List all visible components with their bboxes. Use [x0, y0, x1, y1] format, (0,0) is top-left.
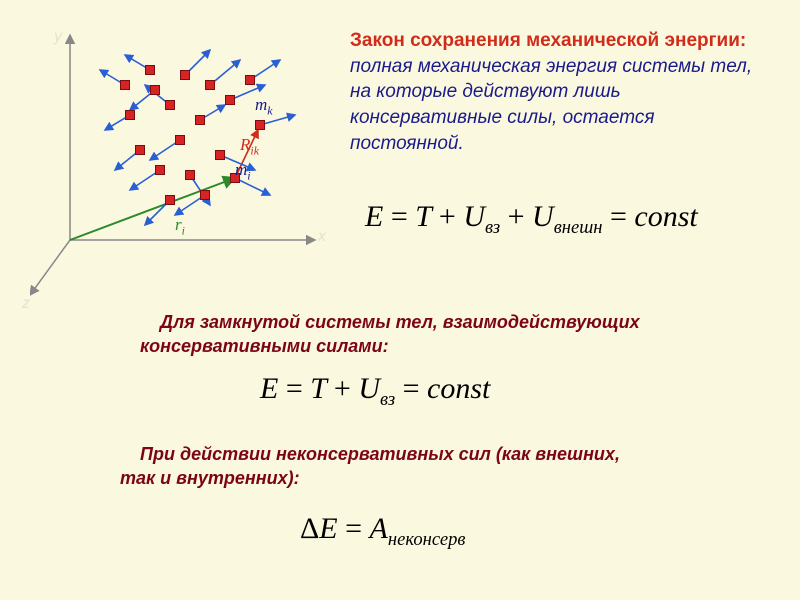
nonconservative-text: При действии неконсервативных сил (как в…	[120, 442, 640, 491]
ri-vector	[70, 178, 235, 240]
diagram-svg	[30, 30, 340, 300]
Rik-label: Rik	[240, 135, 259, 158]
closed-system-text: Для замкнутой системы тел, взаимодейству…	[140, 310, 660, 359]
particle-diagram: y x z mk Rik mi ri	[30, 30, 340, 300]
formula-2: E = T + Uвз = const	[260, 372, 490, 411]
title-body: полная механическая энергия системы тел,…	[350, 56, 752, 154]
z-axis-label: z	[22, 295, 30, 313]
y-axis-label: y	[54, 28, 62, 46]
formula-3: ΔE = Aнеконсерв	[300, 512, 466, 551]
z-axis	[30, 240, 70, 295]
ri-label: ri	[175, 215, 185, 238]
physics-slide: y x z mk Rik mi ri Закон сохранения меха…	[0, 0, 800, 600]
mi-label: mi	[235, 160, 251, 183]
mk-label: mk	[255, 95, 273, 118]
formula-1: E = T + Uвз + Uвнешн = const	[365, 200, 698, 239]
title-heading: Закон сохранения механической энергии:	[350, 30, 746, 51]
title-block: Закон сохранения механической энергии: п…	[350, 28, 770, 156]
velocity-arrows	[100, 50, 295, 225]
x-axis-label: x	[318, 228, 326, 246]
